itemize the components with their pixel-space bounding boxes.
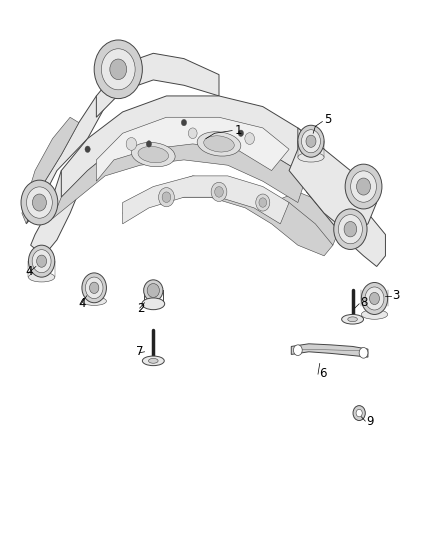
Circle shape: [146, 141, 152, 147]
Circle shape: [126, 138, 137, 150]
Text: 5: 5: [324, 114, 332, 126]
Polygon shape: [22, 117, 79, 224]
Text: 2: 2: [137, 302, 144, 314]
Text: 6: 6: [319, 367, 326, 379]
Polygon shape: [263, 192, 342, 245]
Circle shape: [351, 171, 376, 202]
Circle shape: [215, 187, 223, 197]
Circle shape: [301, 130, 321, 153]
Polygon shape: [31, 171, 79, 256]
Ellipse shape: [142, 356, 164, 366]
Ellipse shape: [82, 297, 106, 305]
Circle shape: [85, 146, 90, 152]
Circle shape: [345, 164, 382, 209]
Circle shape: [28, 245, 55, 277]
Circle shape: [357, 178, 371, 195]
Circle shape: [110, 59, 127, 79]
Circle shape: [259, 198, 267, 207]
Circle shape: [21, 180, 58, 225]
Circle shape: [82, 273, 106, 303]
Circle shape: [159, 188, 174, 207]
Text: 4: 4: [25, 265, 33, 278]
Circle shape: [37, 255, 46, 267]
Circle shape: [298, 125, 324, 157]
Circle shape: [32, 194, 46, 211]
Text: 9: 9: [366, 415, 374, 427]
Circle shape: [102, 49, 135, 90]
Text: 1: 1: [234, 124, 242, 137]
Ellipse shape: [142, 298, 165, 310]
Circle shape: [353, 406, 365, 421]
Circle shape: [344, 222, 357, 237]
Ellipse shape: [28, 272, 55, 282]
Circle shape: [181, 119, 187, 126]
Circle shape: [32, 249, 51, 273]
Circle shape: [89, 282, 99, 294]
Circle shape: [365, 287, 384, 310]
Circle shape: [238, 130, 244, 136]
Circle shape: [293, 345, 302, 356]
Circle shape: [361, 282, 388, 314]
Polygon shape: [96, 53, 219, 117]
Ellipse shape: [131, 142, 175, 167]
Ellipse shape: [197, 132, 241, 156]
Polygon shape: [123, 176, 333, 256]
Circle shape: [339, 215, 362, 244]
Text: 4: 4: [78, 297, 85, 310]
Ellipse shape: [361, 310, 388, 319]
Circle shape: [359, 348, 368, 358]
Circle shape: [370, 293, 379, 304]
Circle shape: [256, 194, 270, 211]
Polygon shape: [26, 91, 123, 224]
Circle shape: [306, 135, 316, 147]
Polygon shape: [96, 117, 289, 181]
Ellipse shape: [204, 136, 234, 152]
Ellipse shape: [147, 284, 159, 297]
Polygon shape: [307, 171, 385, 266]
Polygon shape: [61, 96, 324, 197]
Circle shape: [211, 182, 227, 201]
Polygon shape: [289, 128, 377, 235]
Circle shape: [334, 209, 367, 249]
Circle shape: [94, 40, 142, 99]
Ellipse shape: [342, 314, 364, 324]
Circle shape: [245, 133, 254, 144]
Polygon shape: [123, 176, 289, 224]
Text: 8: 8: [360, 296, 367, 309]
Circle shape: [85, 277, 103, 298]
Circle shape: [27, 187, 52, 218]
Circle shape: [356, 409, 362, 417]
Ellipse shape: [298, 152, 324, 162]
Polygon shape: [291, 344, 368, 357]
Polygon shape: [53, 133, 307, 219]
Text: 3: 3: [392, 289, 399, 302]
Ellipse shape: [148, 358, 158, 364]
Circle shape: [162, 192, 171, 203]
Ellipse shape: [348, 317, 357, 322]
Ellipse shape: [138, 147, 169, 163]
Ellipse shape: [144, 280, 163, 301]
Text: 7: 7: [136, 345, 143, 358]
Circle shape: [188, 128, 197, 139]
